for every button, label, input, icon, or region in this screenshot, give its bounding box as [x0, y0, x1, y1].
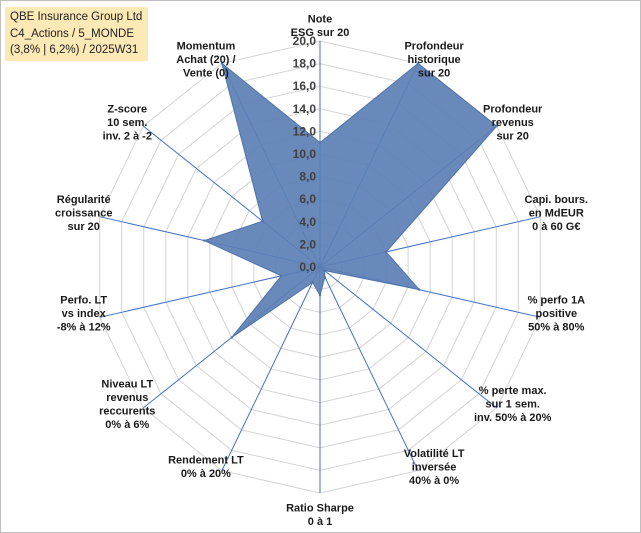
- series-point: [323, 276, 327, 279]
- series-point: [318, 294, 322, 297]
- axis-label: % perfo 1A positive 50% à 80%: [528, 295, 586, 334]
- series-point: [220, 62, 224, 65]
- tick-label: 4,0: [299, 215, 316, 229]
- series-point: [418, 288, 421, 291]
- radar-spoke: [319, 266, 498, 409]
- axis-label: Note ESG sur 20: [291, 14, 350, 40]
- series-point: [280, 274, 283, 277]
- radar-axis-labels: Note ESG sur 20 Profondeur historique sur 20…: [55, 14, 588, 529]
- tick-label: 10,0: [293, 147, 317, 161]
- tick-label: 2,0: [299, 237, 316, 251]
- series-point: [261, 220, 264, 223]
- axis-label: Profondeur revenus sur 20: [483, 103, 543, 142]
- tick-label: 0,0: [299, 260, 316, 274]
- axis-label: Ratio Sharpe 0 à 1: [286, 503, 354, 529]
- series-point: [495, 124, 498, 128]
- radar-tick-labels: 0,0 2,0 4,0 6,0 8,0 10,0 12,0 14,0 16,0 18,0 20,0: [293, 34, 317, 274]
- axis-label: Z-score 10 sem. inv. 2 à -2: [103, 103, 152, 142]
- tick-label: 8,0: [299, 170, 316, 184]
- tick-label: 18,0: [293, 57, 317, 71]
- radar-spoke: [221, 266, 321, 471]
- series-point: [230, 336, 233, 339]
- tick-label: 6,0: [299, 192, 316, 206]
- axis-label: % perte max. sur 1 sem. inv. 50% à 20%: [474, 385, 552, 424]
- series-point: [318, 141, 322, 144]
- radar-spoke: [319, 266, 419, 471]
- axis-label: Rendement LT 0% à 20%: [168, 455, 244, 481]
- tick-label: 16,0: [293, 79, 317, 93]
- title-company: QBE Insurance Group Ltd: [10, 11, 143, 23]
- title-period: (3,8% | 6,2%) / 2025W31: [10, 44, 139, 56]
- axis-label: Niveau LT revenus reccurents 0% à 6%: [99, 378, 155, 431]
- tick-label: 14,0: [293, 102, 317, 116]
- series-point: [384, 250, 388, 254]
- tick-label: 20,0: [293, 34, 317, 48]
- axis-label: Momentum Achat (20) / Vente (0): [176, 41, 235, 80]
- radar-series: [202, 62, 498, 339]
- title-category: C4_Actions / 5_MONDE: [10, 27, 134, 40]
- series-point: [203, 239, 206, 242]
- chart-title-box: QBE Insurance Group Ltd C4_Actions / 5_M…: [5, 7, 148, 61]
- axis-label: Perfo. LT vs index -8% à 12%: [57, 295, 111, 334]
- tick-label: 12,0: [293, 124, 317, 138]
- series-point: [323, 269, 326, 272]
- axis-label: Régularité croissance sur 20: [55, 194, 112, 233]
- series-point: [416, 62, 420, 65]
- series-area: [202, 62, 498, 338]
- axis-label: Volatilité LT inversée 40% à 0%: [404, 448, 465, 487]
- axis-label: Capi. bours. en MdEUR 0 à 60 G€: [525, 194, 589, 233]
- series-point: [311, 281, 314, 284]
- axis-label: Profondeur historique sur 20: [404, 41, 464, 80]
